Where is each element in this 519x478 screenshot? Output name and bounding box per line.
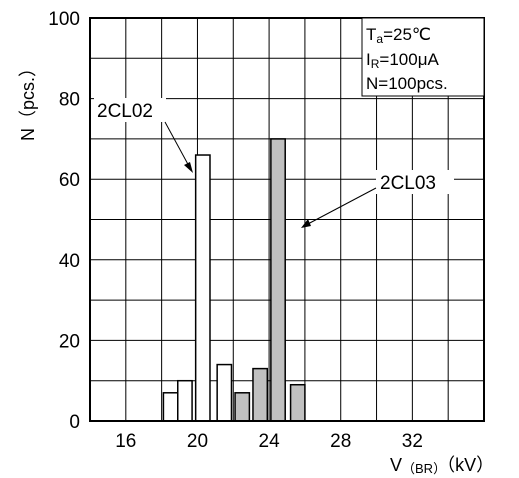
x-axis-label: V（BR）（kV） [390,455,494,476]
y-tick-labels: 0 20 40 60 80 100 [48,9,80,433]
condition-ir: IR=100μA [366,50,439,71]
y-tick-label: 0 [69,412,80,433]
x-tick-label: 32 [402,431,423,452]
bar-2cl02-3 [216,363,233,422]
x-axis-label-main: V [390,455,402,475]
conditions-box: Ta=25℃ IR=100μA N=100pcs. [361,17,485,97]
series-label-2cl02-text: 2CL02 [97,101,153,122]
bar-2cl02-1 [177,379,193,422]
series-label-2cl02: 2CL02 [94,98,193,173]
bar-2cl03-1 [252,367,269,422]
x-axis-label-unit: （kV） [446,455,494,475]
bar-2cl03-3 [289,383,306,422]
bar-2cl03-2 [270,138,286,422]
x-tick-labels: 16 20 24 28 32 [115,431,423,452]
bar-2cl02-2 [194,154,211,422]
x-tick-label: 24 [259,431,281,452]
series-label-2cl03: 2CL03 [301,170,454,228]
x-tick-label: 28 [330,431,351,452]
bar-2cl02-0 [162,392,179,422]
grid [90,18,484,421]
bar-2cl03-0 [234,392,251,422]
y-tick-label: 60 [59,170,80,191]
y-tick-label: 40 [59,251,80,272]
bars [162,138,306,422]
x-tick-label: 16 [115,431,136,452]
condition-ta: Ta=25℃ [366,25,431,46]
y-tick-label: 100 [48,9,80,30]
series-label-2cl03-text: 2CL03 [380,173,436,194]
condition-n: N=100pcs. [366,74,448,93]
x-tick-label: 20 [187,431,208,452]
y-tick-label: 20 [59,331,80,352]
y-tick-label: 80 [59,90,80,111]
y-axis-label: N（pcs.） [18,59,38,141]
plot-frame [89,17,485,422]
x-axis-label-sub: （BR） [402,461,446,476]
